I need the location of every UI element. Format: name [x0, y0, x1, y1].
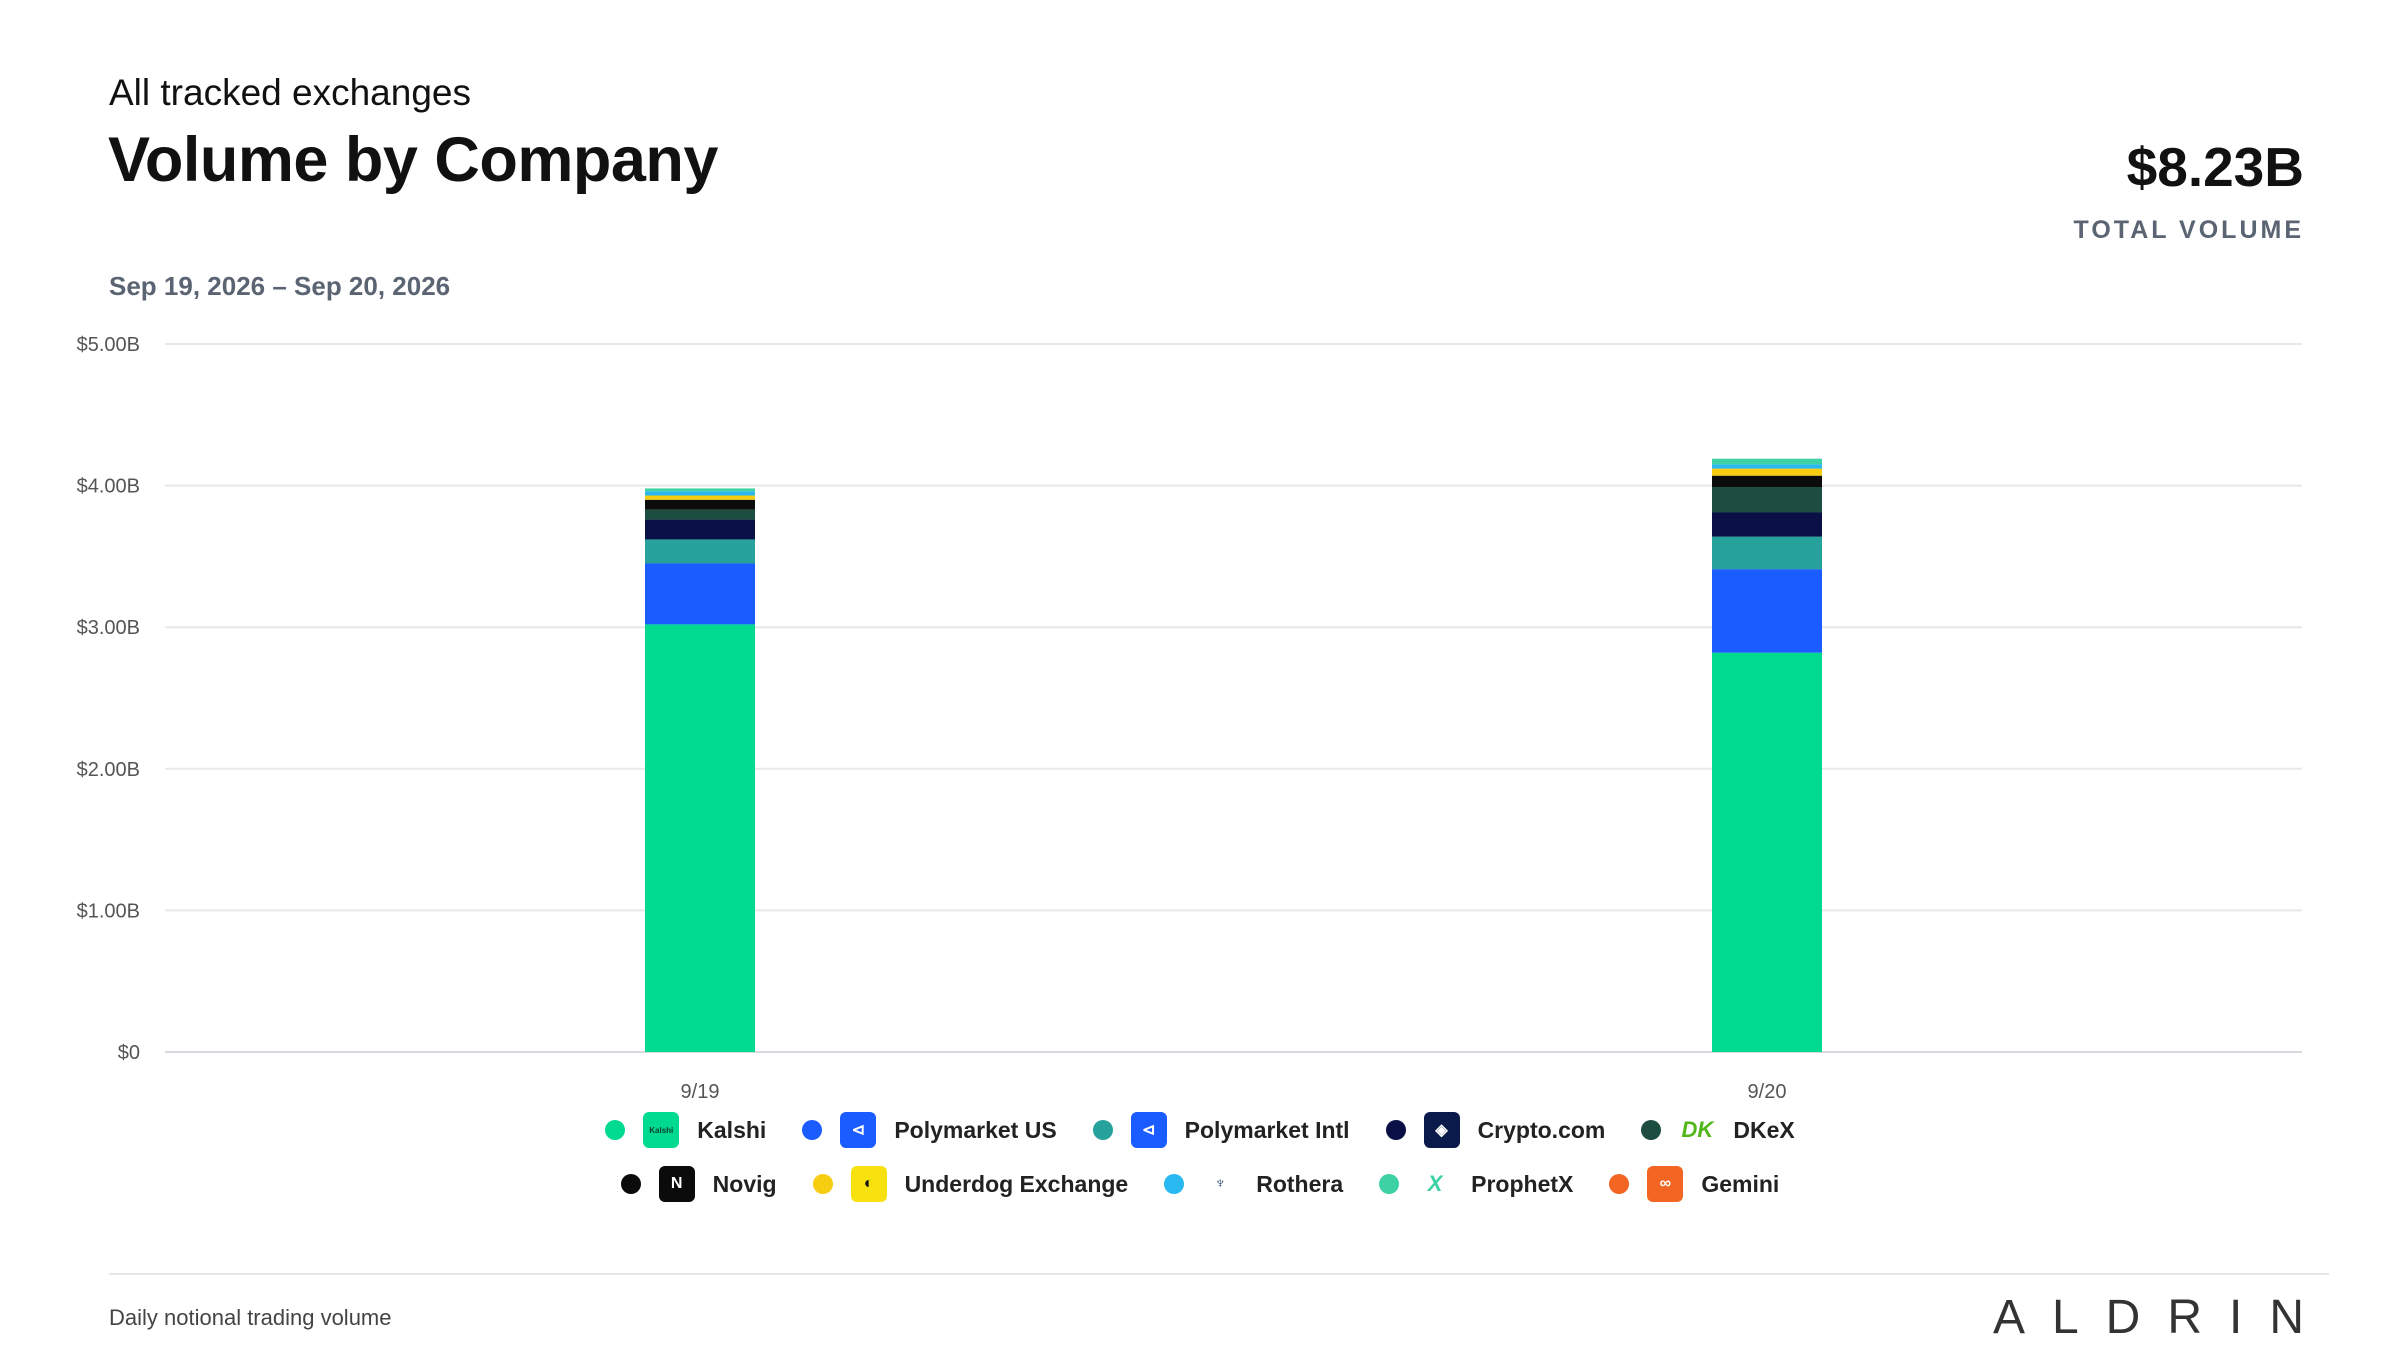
polymarket-logo-icon: ⊲ [840, 1112, 877, 1148]
y-tick-label: $2.00B [77, 759, 140, 781]
legend-swatch [620, 1174, 641, 1194]
legend-item-dkex[interactable]: DK DKeX [1641, 1112, 1795, 1148]
bar-segment-kalshi[interactable] [1712, 652, 1822, 1052]
legend-item-prophetx[interactable]: X ProphetX [1379, 1166, 1573, 1202]
gemini-logo-icon: ∞ [1647, 1166, 1684, 1202]
footer-note: Daily notional trading volume [109, 1305, 392, 1330]
legend-item-gemini[interactable]: ∞ Gemini [1609, 1166, 1779, 1202]
brand-logo: ALDRIN [1992, 1291, 2331, 1344]
legend-swatch [1164, 1174, 1185, 1194]
date-range: Sep 19, 2026 – Sep 20, 2026 [109, 271, 451, 301]
legend-swatch [605, 1120, 626, 1140]
novig-logo-icon: N [658, 1166, 695, 1202]
bar-segment-rothera[interactable] [1712, 464, 1822, 469]
kalshi-logo-icon: Kalshi [643, 1112, 680, 1148]
prophetx-logo-icon: X [1417, 1166, 1454, 1202]
legend-label: Underdog Exchange [904, 1170, 1129, 1197]
crypto-com-logo-icon: ◈ [1423, 1112, 1460, 1148]
legend-label: Novig [712, 1170, 777, 1197]
bar-segment-polymarket-us[interactable] [1712, 569, 1822, 653]
bar-segment-polymarket-intl[interactable] [1712, 536, 1822, 570]
legend-label: DKeX [1733, 1116, 1795, 1143]
bar-segment-novig[interactable] [1712, 475, 1822, 488]
legend-swatch [1609, 1174, 1630, 1194]
bar-segment-prophetx[interactable] [645, 488, 755, 492]
underdog-logo-icon: ◐ [850, 1166, 887, 1202]
legend-item-novig[interactable]: N Novig [620, 1166, 777, 1202]
legend-swatch [812, 1174, 833, 1194]
legend-label: Gemini [1701, 1170, 1780, 1197]
chart-subtitle: All tracked exchanges [109, 72, 471, 113]
bar-segment-rothera[interactable] [645, 491, 755, 496]
y-tick-label: $3.00B [77, 617, 140, 639]
y-tick-label: $1.00B [77, 900, 140, 922]
chart-title: Volume by Company [108, 125, 718, 195]
legend-label: ProphetX [1471, 1170, 1574, 1197]
bar-segment-dkex[interactable] [645, 509, 755, 520]
y-tick-label: $5.00B [77, 334, 140, 356]
legend-item-polymarket-us[interactable]: ⊲ Polymarket US [802, 1112, 1057, 1148]
legend-swatch [802, 1120, 823, 1140]
total-volume-value: $8.23B [2126, 136, 2304, 198]
polymarket-intl-logo-icon: ⊲ [1130, 1112, 1167, 1148]
legend-label: Crypto.com [1477, 1116, 1606, 1143]
dkex-logo-icon: DK [1679, 1112, 1716, 1148]
bar-segment-underdog-exchange[interactable] [645, 495, 755, 500]
legend-swatch [1379, 1174, 1400, 1194]
bar-segment-underdog-exchange[interactable] [1712, 468, 1822, 476]
legend-swatch [1385, 1120, 1406, 1140]
legend-item-rothera[interactable]: ♆ Rothera [1164, 1166, 1343, 1202]
y-tick-label: $0 [118, 1042, 140, 1064]
bar-segment-crypto-com[interactable] [1712, 512, 1822, 537]
rothera-logo-icon: ♆ [1202, 1166, 1239, 1202]
legend-label: Polymarket US [894, 1116, 1057, 1143]
legend-row: Kalshi Kalshi ⊲ Polymarket US ⊲ Polymarket In… [0, 1112, 2400, 1148]
x-tick-label: 9/20 [1748, 1081, 1787, 1103]
bar-segment-polymarket-us[interactable] [645, 563, 755, 625]
legend-label: Polymarket Intl [1184, 1116, 1350, 1143]
bar-segment-crypto-com[interactable] [645, 519, 755, 540]
legend-label: Rothera [1256, 1170, 1344, 1197]
legend-item-kalshi[interactable]: Kalshi Kalshi [605, 1112, 766, 1148]
total-volume-label: TOTAL VOLUME [2073, 216, 2304, 244]
legend-swatch [1092, 1120, 1113, 1140]
legend-label: Kalshi [697, 1116, 767, 1143]
legend-item-underdog-exchange[interactable]: ◐ Underdog Exchange [812, 1166, 1129, 1202]
x-tick-label: 9/19 [681, 1081, 720, 1103]
legend-item-polymarket-intl[interactable]: ⊲ Polymarket Intl [1092, 1112, 1350, 1148]
bar-segment-kalshi[interactable] [645, 624, 755, 1052]
bar-segment-polymarket-intl[interactable] [645, 539, 755, 564]
footer-divider [109, 1273, 2329, 1275]
legend-item-crypto-com[interactable]: ◈ Crypto.com [1385, 1112, 1606, 1148]
bar-segment-novig[interactable] [645, 499, 755, 510]
bar-segment-prophetx[interactable] [1712, 458, 1822, 465]
bar-segment-dkex[interactable] [1712, 487, 1822, 513]
y-tick-label: $4.00B [77, 476, 140, 498]
stacked-bar-chart: $0 $1.00B $2.00B $3.00B $4.00B $5.00B 9/19 9/20 [77, 334, 2302, 1103]
legend-swatch [1641, 1120, 1662, 1140]
legend-row: N Novig ◐ Underdog Exchange ♆ Rothera X Prophet… [0, 1166, 2400, 1202]
